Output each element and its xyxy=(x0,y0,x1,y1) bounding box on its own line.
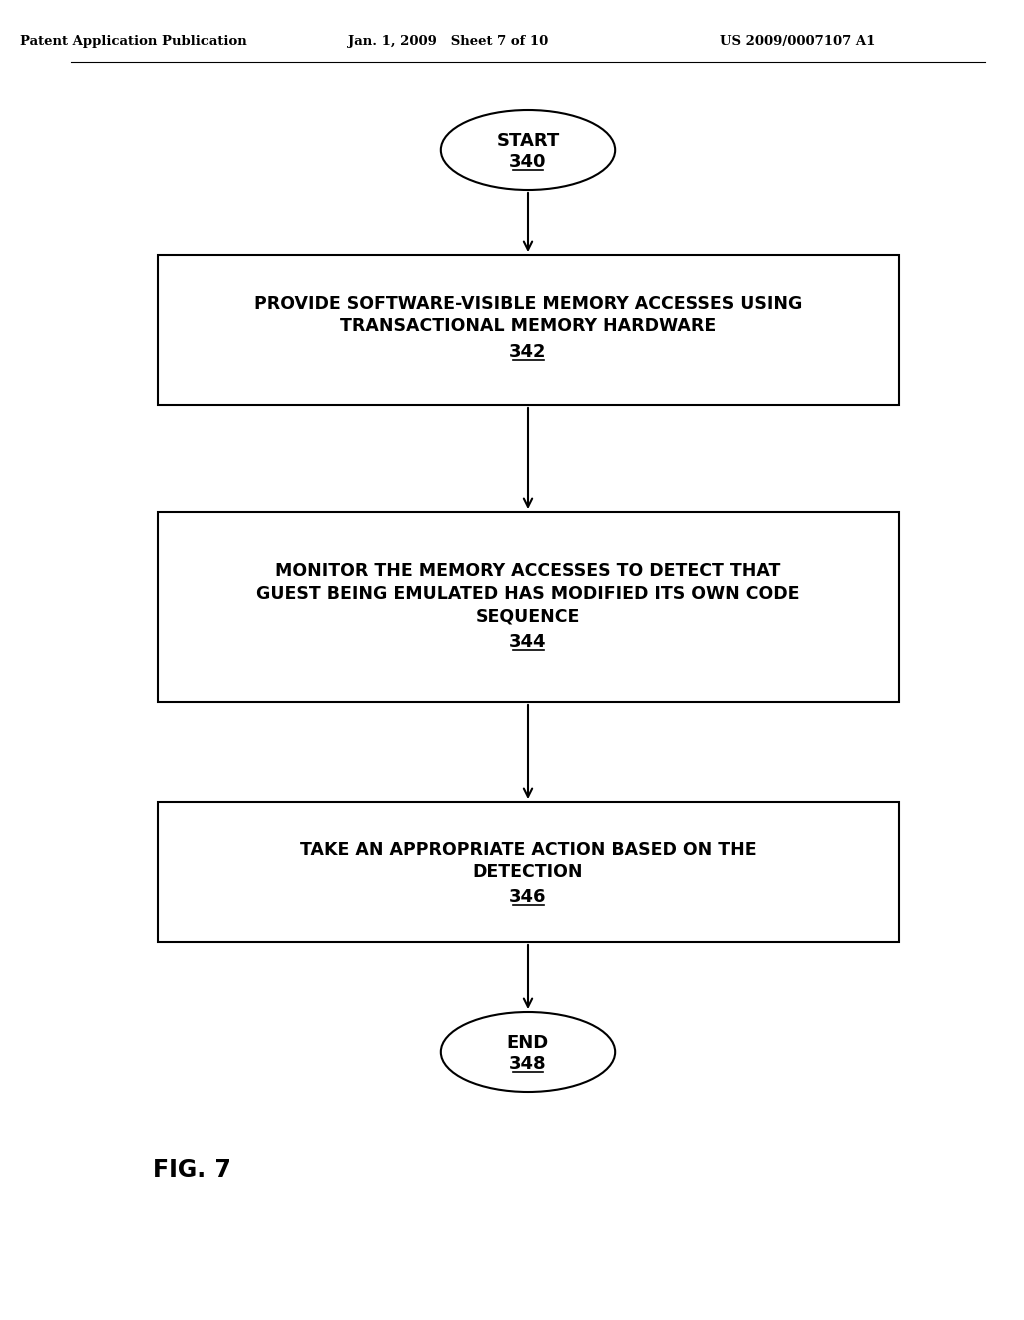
Text: MONITOR THE MEMORY ACCESSES TO DETECT THAT: MONITOR THE MEMORY ACCESSES TO DETECT TH… xyxy=(275,562,780,579)
Text: Patent Application Publication: Patent Application Publication xyxy=(20,36,247,49)
Text: FIG. 7: FIG. 7 xyxy=(153,1158,230,1181)
Text: 340: 340 xyxy=(509,153,547,172)
FancyBboxPatch shape xyxy=(158,512,899,702)
FancyBboxPatch shape xyxy=(158,255,899,405)
Text: TRANSACTIONAL MEMORY HARDWARE: TRANSACTIONAL MEMORY HARDWARE xyxy=(340,317,716,335)
Text: TAKE AN APPROPRIATE ACTION BASED ON THE: TAKE AN APPROPRIATE ACTION BASED ON THE xyxy=(300,841,757,859)
Text: SEQUENCE: SEQUENCE xyxy=(476,609,581,626)
FancyBboxPatch shape xyxy=(158,803,899,942)
Text: END: END xyxy=(507,1034,549,1052)
Text: START: START xyxy=(497,132,560,150)
Text: 342: 342 xyxy=(509,343,547,360)
Text: DETECTION: DETECTION xyxy=(473,863,584,880)
Ellipse shape xyxy=(440,110,615,190)
Text: US 2009/0007107 A1: US 2009/0007107 A1 xyxy=(720,36,874,49)
Text: 344: 344 xyxy=(509,634,547,651)
Text: PROVIDE SOFTWARE-VISIBLE MEMORY ACCESSES USING: PROVIDE SOFTWARE-VISIBLE MEMORY ACCESSES… xyxy=(254,294,802,313)
Text: 346: 346 xyxy=(509,888,547,906)
Text: Jan. 1, 2009   Sheet 7 of 10: Jan. 1, 2009 Sheet 7 of 10 xyxy=(348,36,549,49)
Text: 348: 348 xyxy=(509,1055,547,1073)
Ellipse shape xyxy=(440,1012,615,1092)
Text: GUEST BEING EMULATED HAS MODIFIED ITS OWN CODE: GUEST BEING EMULATED HAS MODIFIED ITS OW… xyxy=(256,585,800,603)
